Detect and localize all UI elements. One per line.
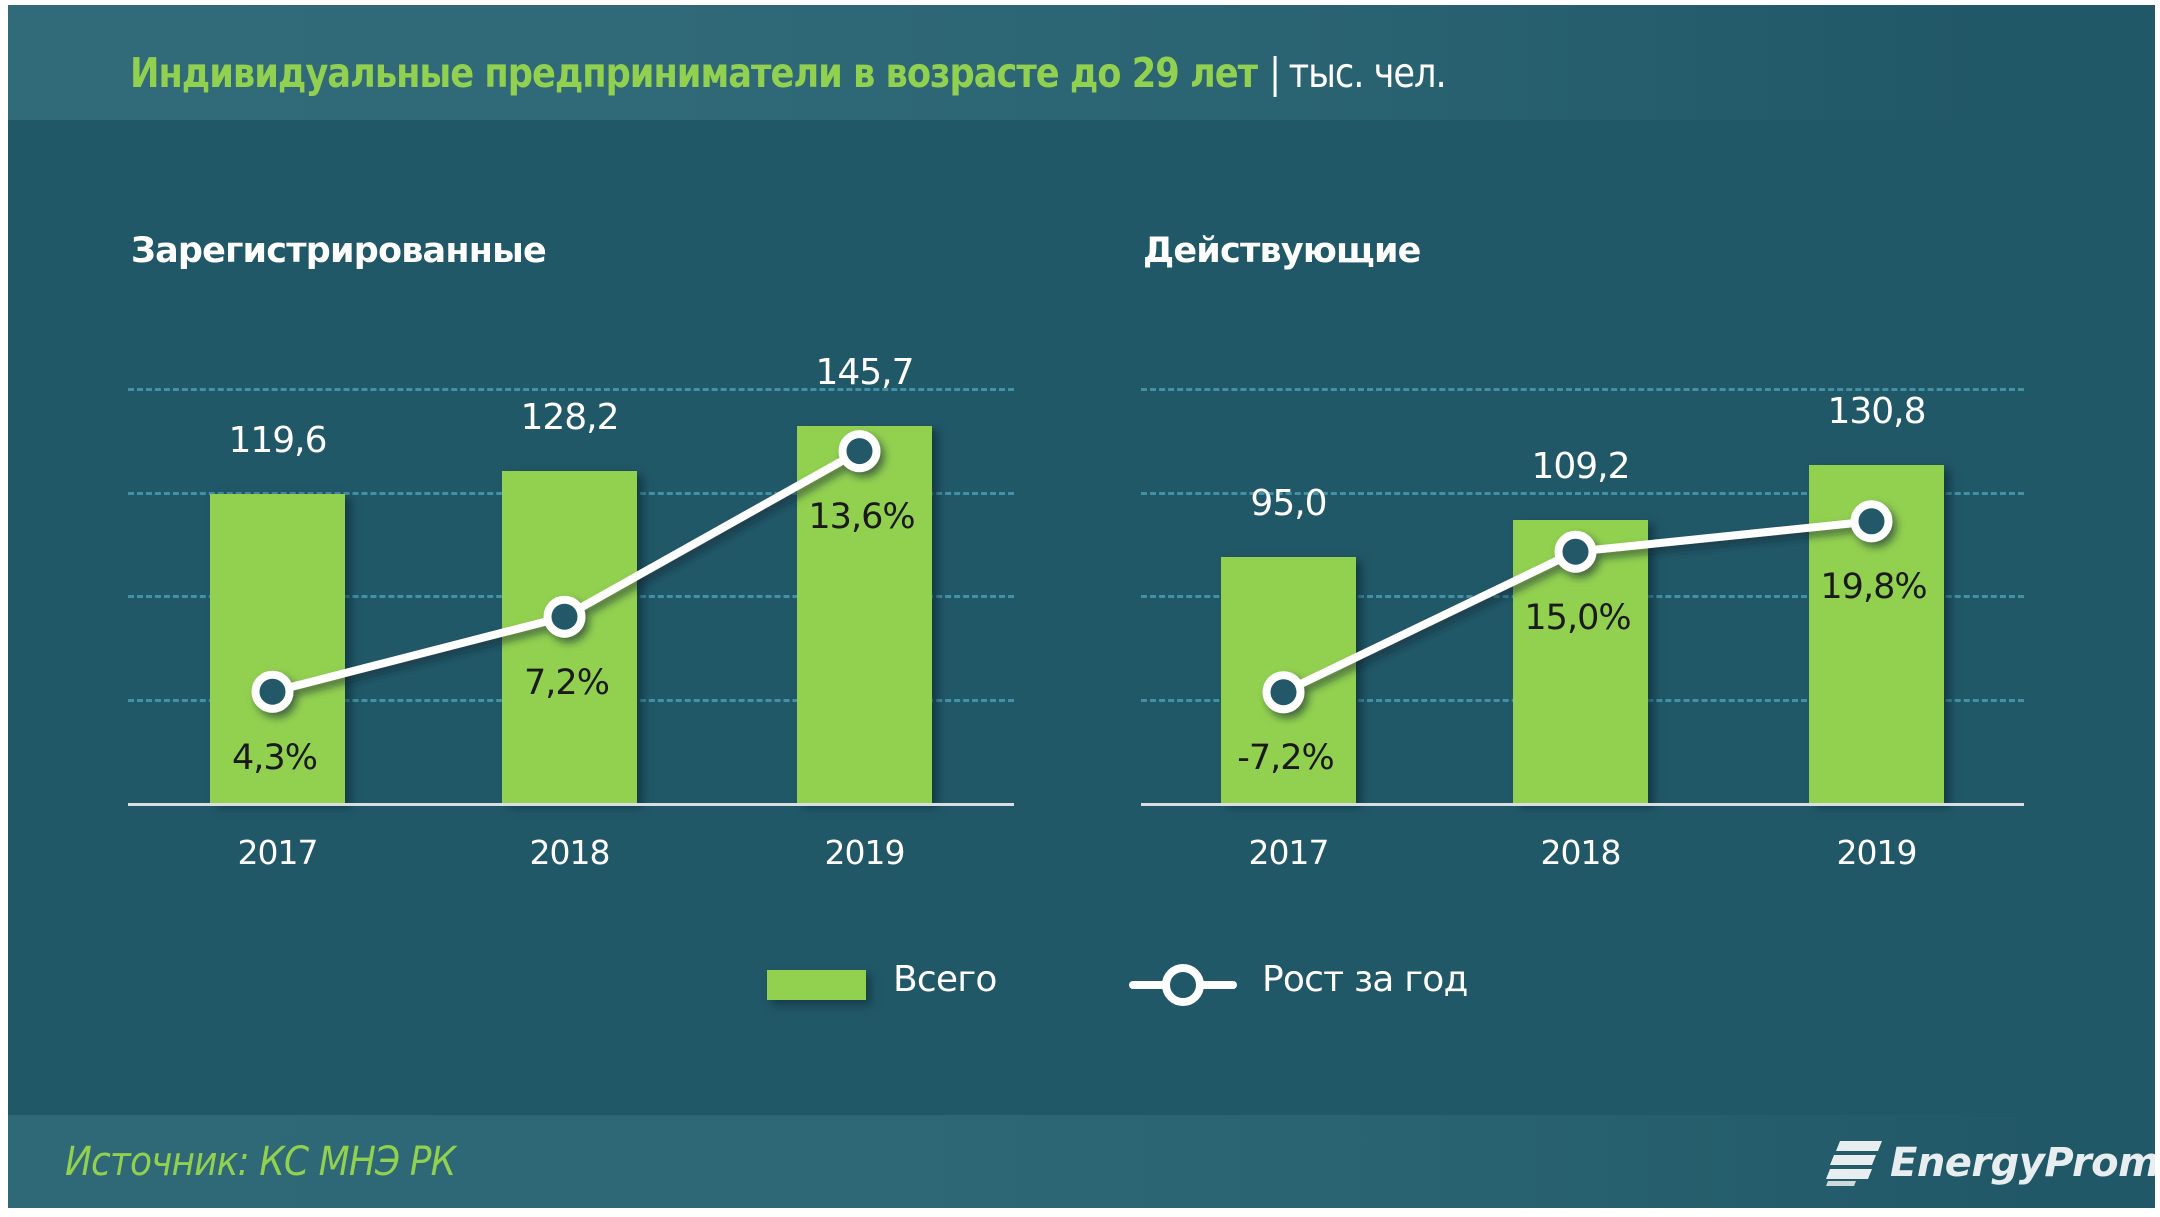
line-marker-icon bbox=[1262, 671, 1305, 714]
line-marker-icon bbox=[838, 430, 881, 473]
legend-bar-swatch bbox=[767, 970, 866, 1000]
bar-value-label: 109,2 bbox=[1531, 446, 1630, 488]
bar-value-label: 130,8 bbox=[1827, 390, 1926, 432]
legend-bars-label: Всего bbox=[893, 959, 997, 1000]
bar-2017 bbox=[210, 493, 345, 803]
gridline bbox=[1141, 491, 2024, 495]
x-tick-label: 2018 bbox=[1540, 833, 1622, 872]
energyprom-logo-icon bbox=[1826, 1141, 1882, 1186]
x-axis-line bbox=[1141, 803, 2024, 806]
line-marker-icon bbox=[1554, 530, 1597, 573]
title-separator: | bbox=[1269, 49, 1281, 97]
header-band: Индивидуальные предприниматели в возраст… bbox=[8, 5, 2155, 120]
growth-label: 4,3% bbox=[232, 737, 318, 778]
growth-label: 7,2% bbox=[524, 662, 610, 703]
x-tick-label: 2019 bbox=[824, 833, 906, 872]
chart-subtitle: Зарегистрированные bbox=[131, 231, 547, 271]
logo-text: EnergyProm bbox=[1890, 1140, 2155, 1186]
infographic-frame: Индивидуальные предприниматели в возраст… bbox=[8, 5, 2155, 1208]
bar-value-label: 128,2 bbox=[520, 397, 619, 439]
growth-label: 13,6% bbox=[808, 497, 915, 538]
footer-band: Источник: КС МНЭ РК EnergyProm bbox=[8, 1115, 2155, 1208]
x-axis-line bbox=[128, 803, 1014, 806]
x-tick-label: 2017 bbox=[1248, 833, 1330, 872]
title-unit: тыс. чел. bbox=[1288, 49, 1447, 97]
growth-line bbox=[1262, 500, 1893, 714]
bar-value-label: 145,7 bbox=[815, 352, 914, 393]
growth-label: 19,8% bbox=[1820, 567, 1927, 608]
line-marker-icon bbox=[251, 670, 294, 713]
legend-line-label: Рост за год bbox=[1262, 959, 1468, 1000]
gridline bbox=[1141, 388, 2024, 391]
legend-line-marker-icon bbox=[1129, 964, 1237, 1006]
source-text: Источник: КС МНЭ РК bbox=[65, 1139, 456, 1185]
bar-2019 bbox=[797, 426, 932, 803]
bar-2018 bbox=[502, 471, 637, 803]
x-tick-label: 2019 bbox=[1836, 833, 1918, 872]
growth-line bbox=[251, 430, 881, 713]
bar-value-label: 95,0 bbox=[1250, 483, 1327, 525]
energyprom-logo: EnergyProm bbox=[1826, 1135, 2155, 1191]
growth-label: -7,2% bbox=[1237, 738, 1335, 779]
title-main: Индивидуальные предприниматели в возраст… bbox=[130, 49, 1258, 97]
growth-label: 15,0% bbox=[1524, 597, 1631, 638]
x-tick-label: 2018 bbox=[529, 833, 611, 872]
x-tick-label: 2017 bbox=[237, 833, 319, 872]
gridline bbox=[128, 388, 1014, 391]
line-marker-icon bbox=[1850, 500, 1893, 543]
line-marker-icon bbox=[543, 595, 586, 638]
page-title: Индивидуальные предприниматели в возраст… bbox=[130, 43, 1447, 103]
chart-subtitle: Действующие bbox=[1143, 231, 1421, 271]
bar-value-label: 119,6 bbox=[228, 419, 327, 461]
